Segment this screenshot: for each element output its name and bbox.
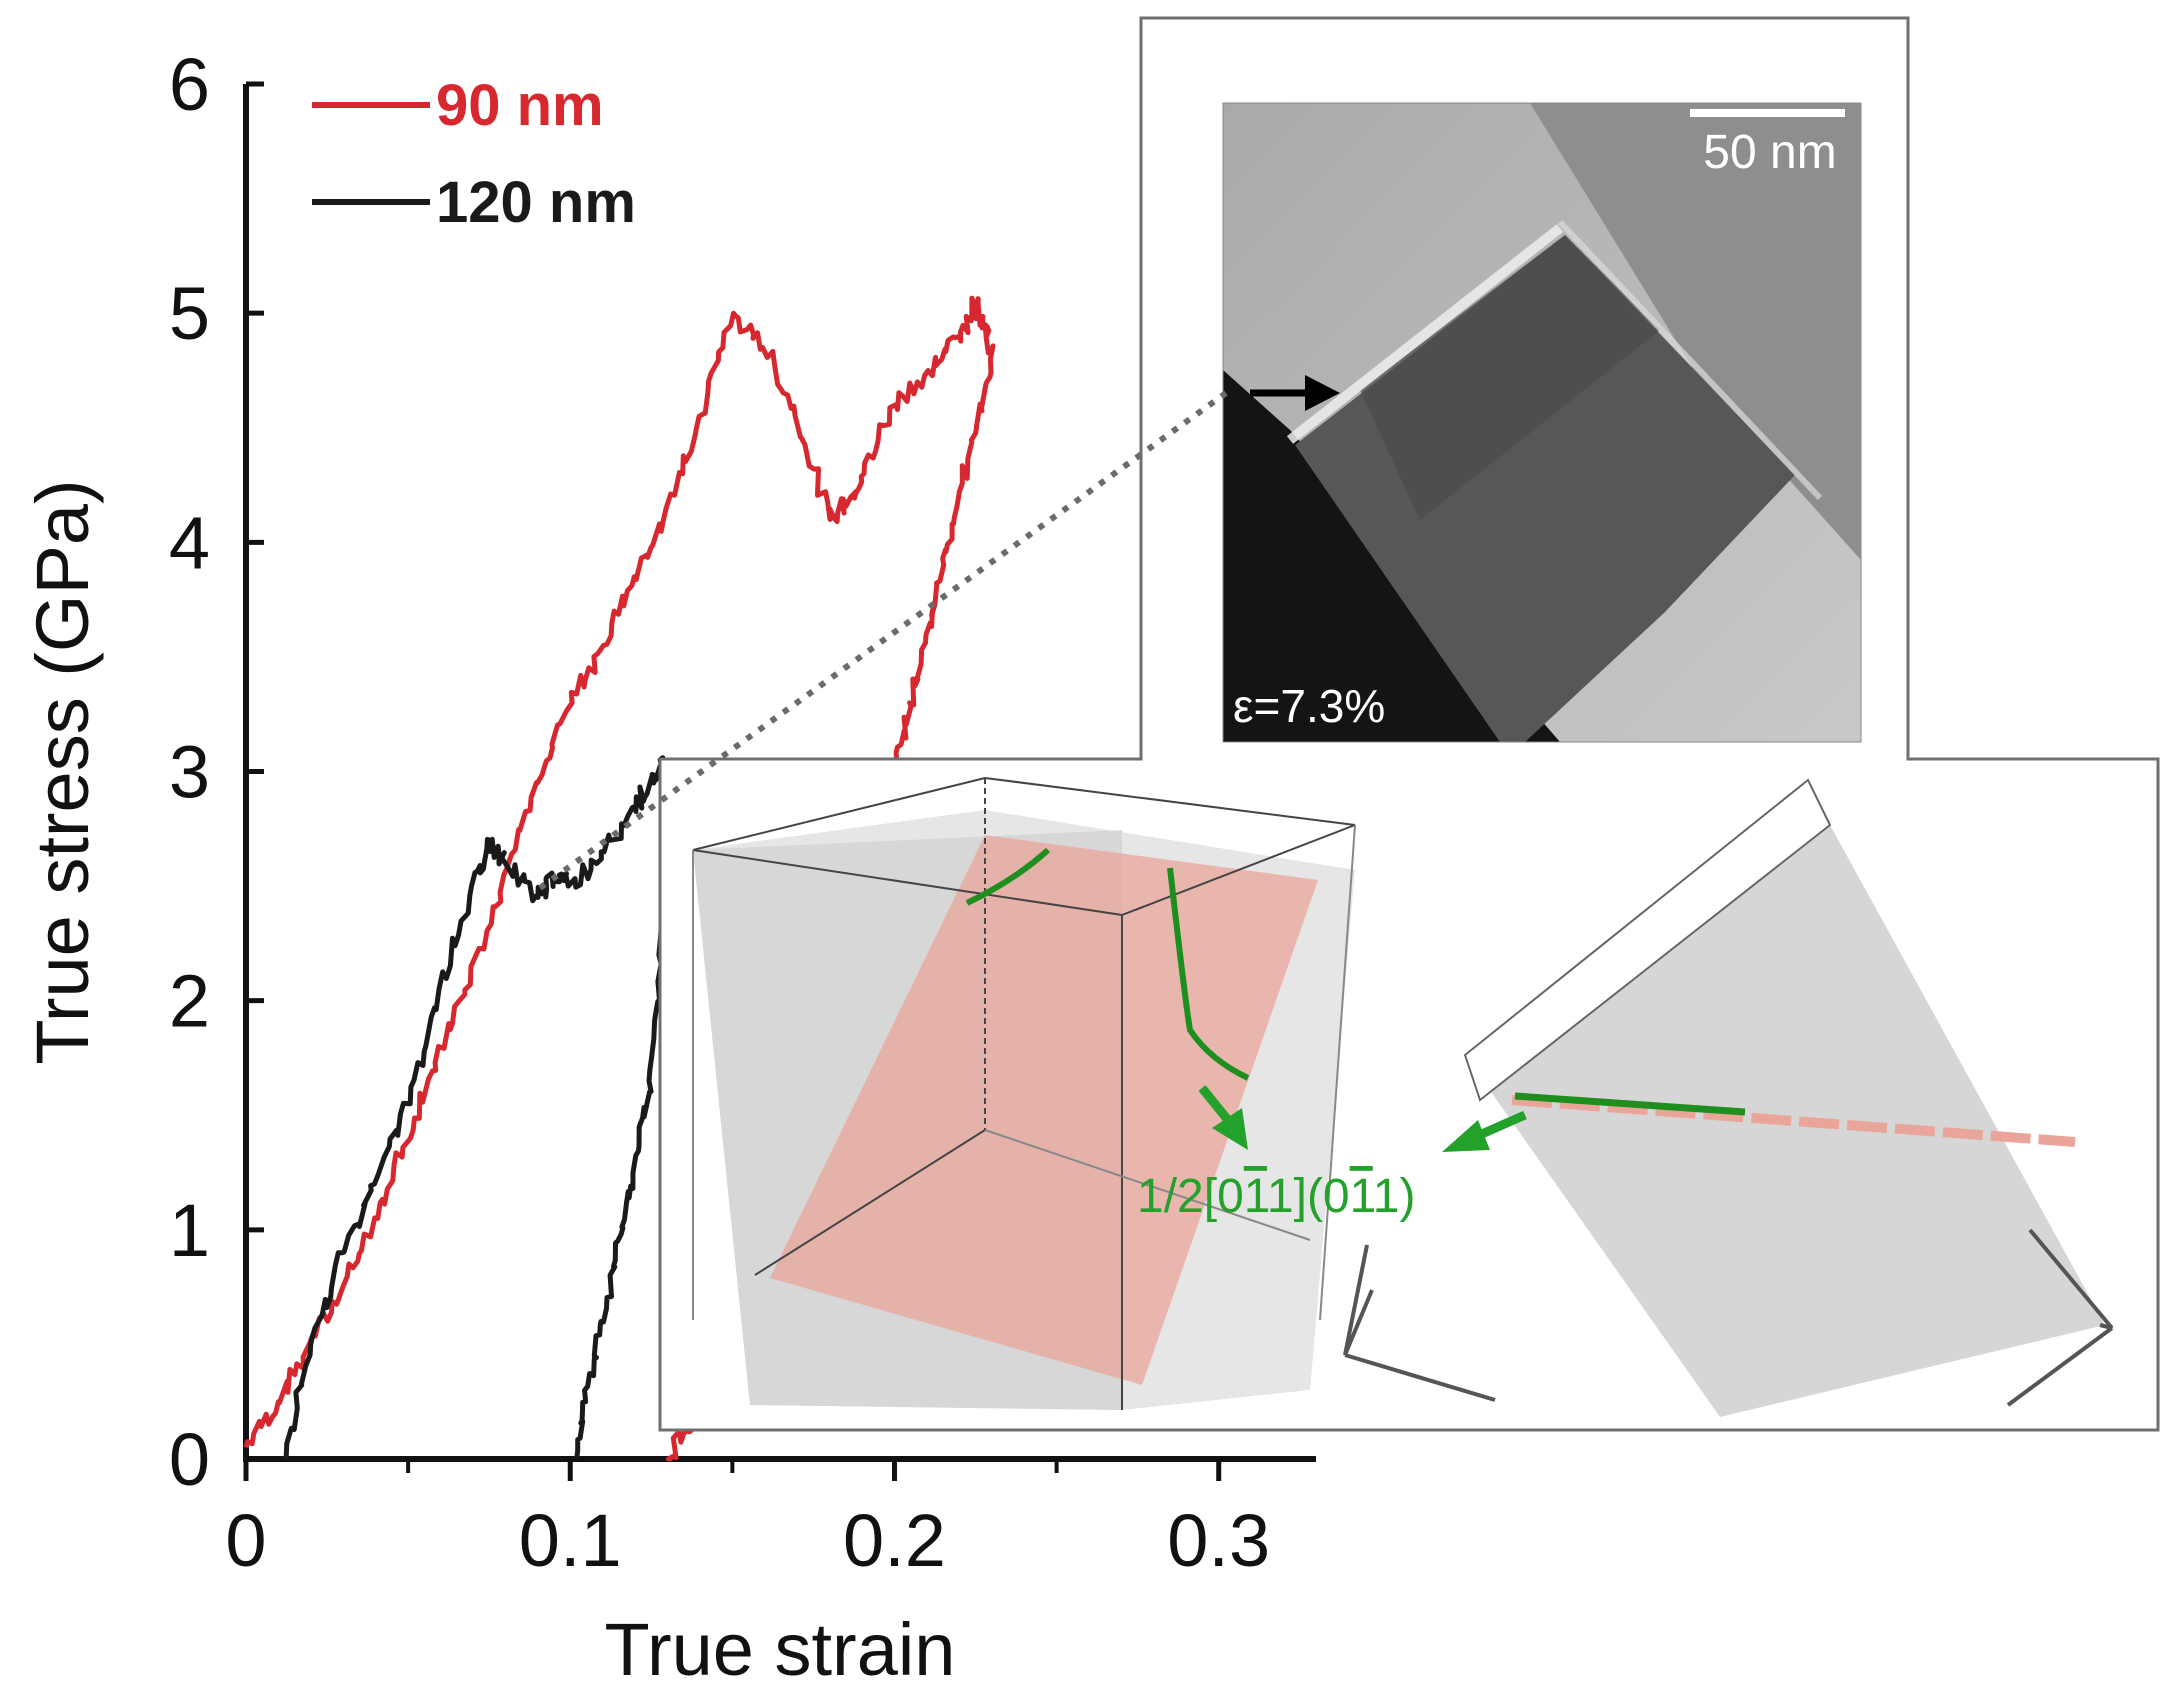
burgers-mid: 1](0: [1267, 1170, 1350, 1223]
y-axis-label: True stress (GPa): [21, 479, 104, 1064]
y-tick-label: 0: [169, 1418, 210, 1501]
x-axis-label: True strain: [605, 1608, 956, 1691]
y-ticks: 0 1 2 3 4 5 6: [169, 43, 264, 1501]
triad-left-axis-3: [1343, 1289, 1374, 1356]
axes-triad-left: [1343, 1244, 1496, 1402]
tem-image-border: [1222, 102, 1862, 743]
md-rotated-cube-top: [1463, 778, 1832, 1102]
tem-bright-boundary: [1286, 224, 1564, 444]
y-tick-label: 6: [169, 43, 210, 126]
leader-dotted-line: [538, 390, 1228, 891]
burgers-annotation: 1/2[011](011): [1137, 1085, 1527, 1223]
y-tick-label: 2: [169, 960, 210, 1043]
green-arrow-right-shaft: [1473, 1110, 1527, 1142]
md-cube-edge-2: [984, 777, 1356, 826]
green-arrow-left-head: [1212, 1108, 1248, 1150]
md-dislocation-line-2: [1167, 867, 1250, 1081]
md-rotated-slip-trace: [1511, 1095, 2076, 1147]
tem-scale-label: 50 nm: [1703, 126, 1836, 179]
triad-right-axis-2: [2006, 1326, 2114, 1407]
legend-label-90nm: 90 nm: [436, 73, 604, 138]
triad-left-axis-2: [1344, 1353, 1496, 1402]
triad-left-axis-1: [1343, 1244, 1369, 1356]
md-cube-right: [1463, 778, 2105, 1417]
md-dislocation-line-1: [965, 847, 1051, 906]
x-tick-label: 0.3: [1167, 1499, 1270, 1582]
triad-right-axis-3: [2099, 1323, 2113, 1330]
burgers-overbar-1: 1: [1244, 1170, 1269, 1223]
md-cube-edge-9: [984, 1129, 1311, 1241]
x-ticks: 0 0.1 0.2 0.3: [225, 1459, 1270, 1582]
tem-right-grain: [1530, 103, 1861, 560]
y-tick-label: 1: [169, 1189, 210, 1272]
tem-bright-edge: [1557, 219, 1823, 501]
md-cube-edge-3: [692, 849, 1123, 916]
green-arrow-right-head: [1442, 1120, 1490, 1152]
y-tick-label: 5: [169, 272, 210, 355]
x-tick-label: 0.1: [519, 1499, 622, 1582]
md-cube-edge-1: [692, 777, 986, 851]
tem-strain-label: ε=7.3%: [1233, 680, 1385, 732]
series-line-120nm: [283, 755, 670, 1460]
burgers-suffix: 1): [1373, 1170, 1416, 1223]
burgers-prefix: 1/2[0: [1137, 1170, 1244, 1223]
y-tick-label: 4: [169, 501, 210, 584]
tem-arrow-head: [1305, 375, 1340, 411]
md-cube-edge-10: [1319, 824, 1356, 1321]
md-cube-left: [692, 777, 1356, 1410]
triad-right-axis-1: [2028, 1228, 2114, 1330]
burgers-overbar-2: 1: [1350, 1170, 1375, 1223]
axes-triad-right: [2006, 1228, 2114, 1407]
y-tick-label: 3: [169, 731, 210, 814]
tem-scale-bar: [1690, 109, 1845, 117]
md-rotated-dislocation: [1514, 1092, 1746, 1116]
burgers-vector-label: 1/2[011](011): [1137, 1170, 1415, 1223]
legend-label-120nm: 120 nm: [436, 170, 636, 235]
md-cube-edge-4: [1121, 824, 1356, 916]
tem-pillar-shade: [1360, 235, 1660, 520]
legend: 90 nm 120 nm: [312, 73, 636, 235]
x-tick-label: 0: [225, 1499, 266, 1582]
x-tick-label: 0.2: [843, 1499, 946, 1582]
md-cube-edge-8: [754, 1129, 986, 1276]
tem-image: 50 nm ε=7.3%: [1223, 103, 1861, 742]
